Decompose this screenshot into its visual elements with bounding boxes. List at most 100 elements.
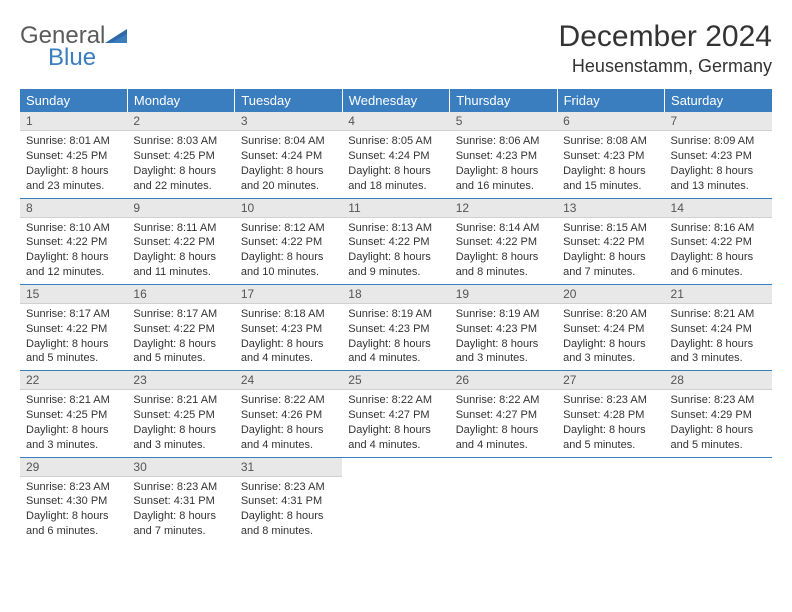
day-info: Sunrise: 8:23 AMSunset: 4:30 PMDaylight:…: [20, 477, 127, 543]
daylight-text: and 3 minutes.: [671, 351, 766, 366]
sunset-text: Sunset: 4:24 PM: [671, 322, 766, 337]
sunset-text: Sunset: 4:22 PM: [563, 235, 658, 250]
calendar-week: 29Sunrise: 8:23 AMSunset: 4:30 PMDayligh…: [20, 457, 772, 543]
daylight-text: and 13 minutes.: [671, 179, 766, 194]
daylight-text: Daylight: 8 hours: [26, 250, 121, 265]
calendar-cell: 14Sunrise: 8:16 AMSunset: 4:22 PMDayligh…: [665, 198, 772, 284]
sunrise-text: Sunrise: 8:19 AM: [348, 307, 443, 322]
day-number: 19: [450, 285, 557, 304]
day-number: 30: [127, 458, 234, 477]
sunrise-text: Sunrise: 8:21 AM: [133, 393, 228, 408]
sunrise-text: Sunrise: 8:12 AM: [241, 221, 336, 236]
sunset-text: Sunset: 4:29 PM: [671, 408, 766, 423]
sunrise-text: Sunrise: 8:03 AM: [133, 134, 228, 149]
day-info: Sunrise: 8:08 AMSunset: 4:23 PMDaylight:…: [557, 131, 664, 197]
calendar-week: 1Sunrise: 8:01 AMSunset: 4:25 PMDaylight…: [20, 112, 772, 198]
day-number: 25: [342, 371, 449, 390]
sunset-text: Sunset: 4:22 PM: [348, 235, 443, 250]
daylight-text: Daylight: 8 hours: [456, 250, 551, 265]
daylight-text: and 12 minutes.: [26, 265, 121, 280]
day-info: Sunrise: 8:11 AMSunset: 4:22 PMDaylight:…: [127, 218, 234, 284]
day-info: Sunrise: 8:23 AMSunset: 4:31 PMDaylight:…: [127, 477, 234, 543]
day-info: Sunrise: 8:06 AMSunset: 4:23 PMDaylight:…: [450, 131, 557, 197]
day-number: 22: [20, 371, 127, 390]
sunrise-text: Sunrise: 8:15 AM: [563, 221, 658, 236]
daylight-text: Daylight: 8 hours: [133, 164, 228, 179]
day-info: Sunrise: 8:01 AMSunset: 4:25 PMDaylight:…: [20, 131, 127, 197]
sunset-text: Sunset: 4:28 PM: [563, 408, 658, 423]
sunrise-text: Sunrise: 8:18 AM: [241, 307, 336, 322]
sunrise-text: Sunrise: 8:11 AM: [133, 221, 228, 236]
day-header: Saturday: [665, 89, 772, 112]
sunset-text: Sunset: 4:23 PM: [456, 149, 551, 164]
calendar-cell: 17Sunrise: 8:18 AMSunset: 4:23 PMDayligh…: [235, 284, 342, 370]
day-header: Thursday: [450, 89, 557, 112]
header: General Blue December 2024 Heusenstamm, …: [20, 20, 772, 77]
sunrise-text: Sunrise: 8:23 AM: [671, 393, 766, 408]
daylight-text: Daylight: 8 hours: [26, 509, 121, 524]
day-header: Sunday: [20, 89, 127, 112]
day-number: 24: [235, 371, 342, 390]
calendar-cell: 20Sunrise: 8:20 AMSunset: 4:24 PMDayligh…: [557, 284, 664, 370]
sunset-text: Sunset: 4:22 PM: [241, 235, 336, 250]
daylight-text: Daylight: 8 hours: [671, 423, 766, 438]
sunset-text: Sunset: 4:27 PM: [456, 408, 551, 423]
daylight-text: Daylight: 8 hours: [133, 509, 228, 524]
calendar-cell: 31Sunrise: 8:23 AMSunset: 4:31 PMDayligh…: [235, 457, 342, 543]
day-number: 14: [665, 199, 772, 218]
calendar-cell: 12Sunrise: 8:14 AMSunset: 4:22 PMDayligh…: [450, 198, 557, 284]
sunrise-text: Sunrise: 8:19 AM: [456, 307, 551, 322]
day-header: Friday: [557, 89, 664, 112]
daylight-text: Daylight: 8 hours: [241, 337, 336, 352]
sunrise-text: Sunrise: 8:21 AM: [671, 307, 766, 322]
day-header-row: Sunday Monday Tuesday Wednesday Thursday…: [20, 89, 772, 112]
day-info: Sunrise: 8:17 AMSunset: 4:22 PMDaylight:…: [20, 304, 127, 370]
calendar-cell: 11Sunrise: 8:13 AMSunset: 4:22 PMDayligh…: [342, 198, 449, 284]
daylight-text: Daylight: 8 hours: [456, 423, 551, 438]
day-info: Sunrise: 8:05 AMSunset: 4:24 PMDaylight:…: [342, 131, 449, 197]
calendar-cell: 18Sunrise: 8:19 AMSunset: 4:23 PMDayligh…: [342, 284, 449, 370]
sunrise-text: Sunrise: 8:09 AM: [671, 134, 766, 149]
daylight-text: and 3 minutes.: [456, 351, 551, 366]
brand-text: General Blue: [20, 24, 127, 70]
daylight-text: Daylight: 8 hours: [563, 337, 658, 352]
sunset-text: Sunset: 4:27 PM: [348, 408, 443, 423]
day-info: Sunrise: 8:04 AMSunset: 4:24 PMDaylight:…: [235, 131, 342, 197]
daylight-text: Daylight: 8 hours: [348, 423, 443, 438]
sunset-text: Sunset: 4:26 PM: [241, 408, 336, 423]
sunrise-text: Sunrise: 8:10 AM: [26, 221, 121, 236]
daylight-text: Daylight: 8 hours: [671, 164, 766, 179]
day-number: 28: [665, 371, 772, 390]
daylight-text: and 4 minutes.: [241, 438, 336, 453]
day-header: Tuesday: [235, 89, 342, 112]
day-info: Sunrise: 8:16 AMSunset: 4:22 PMDaylight:…: [665, 218, 772, 284]
day-number: 11: [342, 199, 449, 218]
day-info: Sunrise: 8:12 AMSunset: 4:22 PMDaylight:…: [235, 218, 342, 284]
daylight-text: Daylight: 8 hours: [133, 250, 228, 265]
sunrise-text: Sunrise: 8:05 AM: [348, 134, 443, 149]
calendar-cell: 4Sunrise: 8:05 AMSunset: 4:24 PMDaylight…: [342, 112, 449, 198]
sunrise-text: Sunrise: 8:04 AM: [241, 134, 336, 149]
daylight-text: Daylight: 8 hours: [241, 250, 336, 265]
sunrise-text: Sunrise: 8:17 AM: [26, 307, 121, 322]
month-title: December 2024: [559, 20, 772, 54]
title-block: December 2024 Heusenstamm, Germany: [559, 20, 772, 77]
sunset-text: Sunset: 4:23 PM: [348, 322, 443, 337]
daylight-text: and 22 minutes.: [133, 179, 228, 194]
calendar-cell: 13Sunrise: 8:15 AMSunset: 4:22 PMDayligh…: [557, 198, 664, 284]
daylight-text: Daylight: 8 hours: [348, 164, 443, 179]
day-info: Sunrise: 8:19 AMSunset: 4:23 PMDaylight:…: [450, 304, 557, 370]
day-info: Sunrise: 8:22 AMSunset: 4:27 PMDaylight:…: [342, 390, 449, 456]
day-info: Sunrise: 8:21 AMSunset: 4:24 PMDaylight:…: [665, 304, 772, 370]
daylight-text: and 9 minutes.: [348, 265, 443, 280]
calendar-cell: 26Sunrise: 8:22 AMSunset: 4:27 PMDayligh…: [450, 371, 557, 457]
daylight-text: and 3 minutes.: [26, 438, 121, 453]
calendar-cell: 19Sunrise: 8:19 AMSunset: 4:23 PMDayligh…: [450, 284, 557, 370]
calendar-cell: 16Sunrise: 8:17 AMSunset: 4:22 PMDayligh…: [127, 284, 234, 370]
daylight-text: Daylight: 8 hours: [456, 337, 551, 352]
day-info: Sunrise: 8:10 AMSunset: 4:22 PMDaylight:…: [20, 218, 127, 284]
day-number: 20: [557, 285, 664, 304]
sunrise-text: Sunrise: 8:13 AM: [348, 221, 443, 236]
calendar-cell: 30Sunrise: 8:23 AMSunset: 4:31 PMDayligh…: [127, 457, 234, 543]
day-info: Sunrise: 8:21 AMSunset: 4:25 PMDaylight:…: [127, 390, 234, 456]
